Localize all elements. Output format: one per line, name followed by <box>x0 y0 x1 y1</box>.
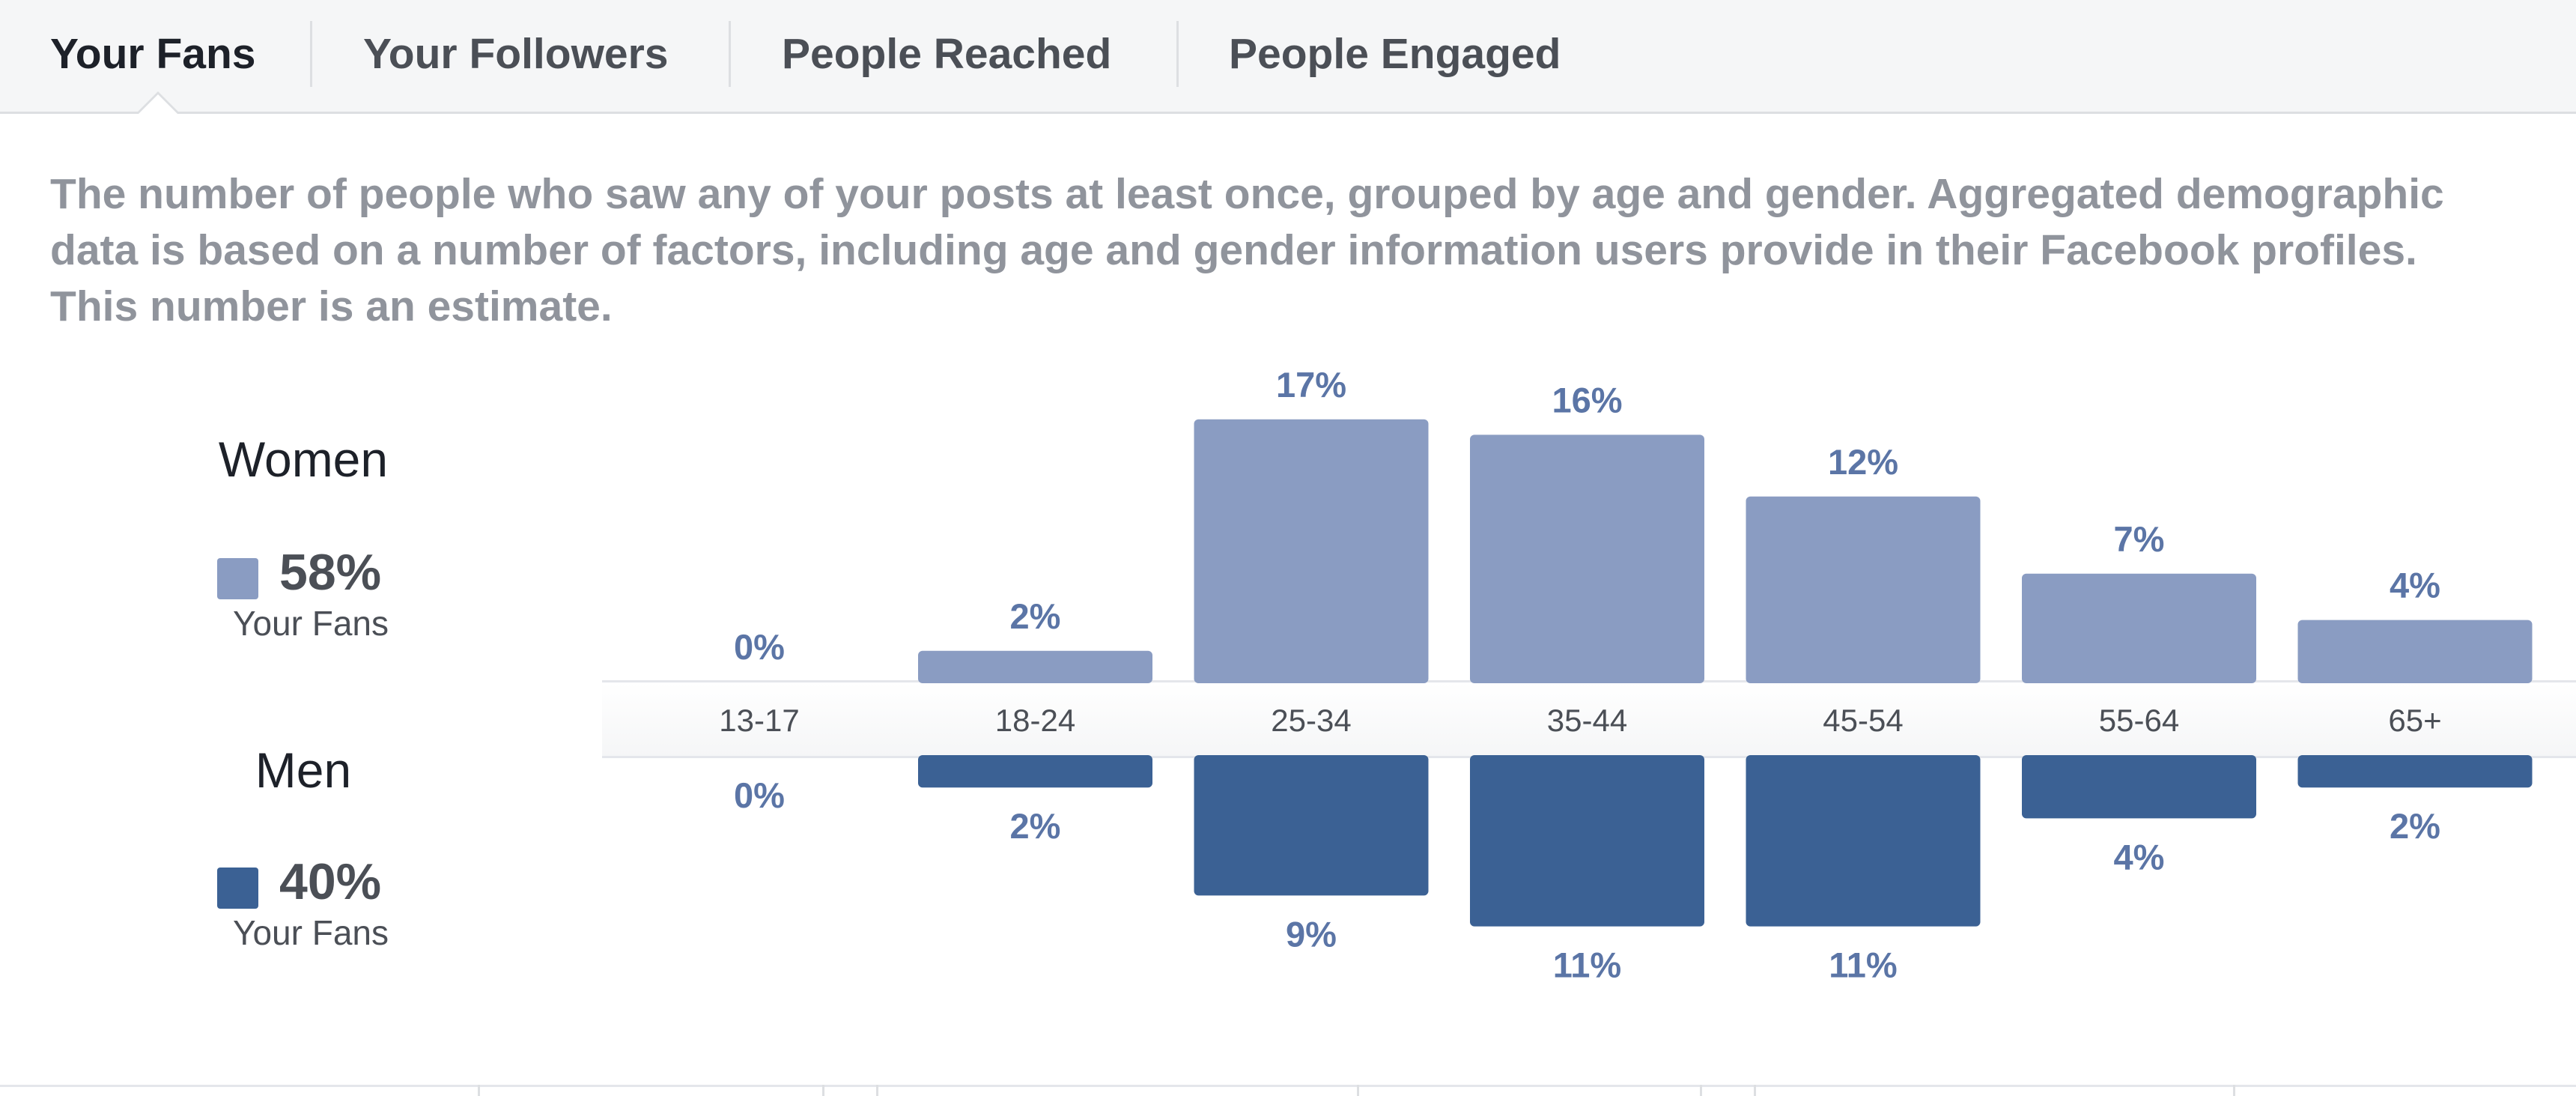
legend-men-percent: 40% <box>279 853 382 910</box>
chart-description: The number of people who saw any of your… <box>50 170 2444 330</box>
tab-bar: Your Fans Your Followers People Reached … <box>0 0 2576 114</box>
footer-tick <box>822 1085 824 1096</box>
age-tick-label-45-54: 45-54 <box>1823 703 1903 738</box>
tab-people-engaged[interactable]: People Engaged <box>1229 30 1561 78</box>
age-tick-label-35-44: 35-44 <box>1547 703 1627 738</box>
women-value-label-13-17: 0% <box>734 627 785 667</box>
men-value-label-45-54: 11% <box>1829 945 1897 985</box>
tab-your-fans[interactable]: Your Fans <box>50 30 256 78</box>
women-bar-65+ <box>2297 620 2533 683</box>
legend-women-sub: Your Fans <box>233 604 389 643</box>
women-bar-55-64 <box>2022 573 2256 683</box>
men-value-label-65+: 2% <box>2390 806 2440 846</box>
footer-tick <box>1754 1085 1756 1096</box>
legend-men-title: Men <box>255 742 352 798</box>
men-value-label-55-64: 4% <box>2114 837 2165 877</box>
age-tick-label-18-24: 18-24 <box>995 703 1075 738</box>
women-value-label-35-44: 16% <box>1552 380 1622 420</box>
age-tick-label-13-17: 13-17 <box>719 703 799 738</box>
footer-tick <box>478 1085 480 1096</box>
men-bar-45-54 <box>1746 755 1981 927</box>
tab-separator <box>729 21 731 87</box>
active-tab-indicator <box>139 94 177 114</box>
men-bar-18-24 <box>918 755 1152 788</box>
women-bar-25-34 <box>1194 419 1429 683</box>
footer-divider <box>0 1085 2576 1087</box>
women-value-label-65+: 4% <box>2390 566 2440 605</box>
age-tick-label-55-64: 55-64 <box>2099 703 2179 738</box>
women-value-label-25-34: 17% <box>1276 365 1346 405</box>
men-bar-35-44 <box>1470 755 1704 927</box>
legend-men-swatch <box>217 868 258 909</box>
legend-women-title: Women <box>218 432 389 487</box>
age-tick-label-65+: 65+ <box>2388 703 2441 738</box>
tab-separator <box>1176 21 1179 87</box>
men-value-label-35-44: 11% <box>1553 945 1621 985</box>
footer-tick <box>876 1085 878 1096</box>
footer-tick <box>1357 1085 1359 1096</box>
men-value-label-13-17: 0% <box>734 775 785 815</box>
tab-your-followers[interactable]: Your Followers <box>363 30 669 78</box>
age-axis-band <box>602 680 2576 758</box>
men-bar-25-34 <box>1194 755 1429 896</box>
women-bar-35-44 <box>1470 435 1704 683</box>
women-bar-18-24 <box>918 650 1152 683</box>
women-bar-45-54 <box>1746 496 1981 683</box>
men-bar-55-64 <box>2022 755 2256 819</box>
men-value-label-18-24: 2% <box>1010 806 1061 846</box>
legend-men-sub: Your Fans <box>233 913 389 952</box>
footer-tick <box>2233 1085 2235 1096</box>
women-value-label-18-24: 2% <box>1010 596 1061 636</box>
women-value-label-55-64: 7% <box>2114 519 2165 559</box>
legend-women-percent: 58% <box>279 544 382 601</box>
age-tick-label-25-34: 25-34 <box>1271 703 1351 738</box>
tab-separator <box>310 21 312 87</box>
men-bar-65+ <box>2297 755 2533 788</box>
men-value-label-25-34: 9% <box>1286 914 1337 954</box>
tab-people-reached[interactable]: People Reached <box>782 30 1112 78</box>
women-value-label-45-54: 12% <box>1828 442 1898 482</box>
legend-women-swatch <box>217 558 258 599</box>
footer-tick <box>1700 1085 1702 1096</box>
